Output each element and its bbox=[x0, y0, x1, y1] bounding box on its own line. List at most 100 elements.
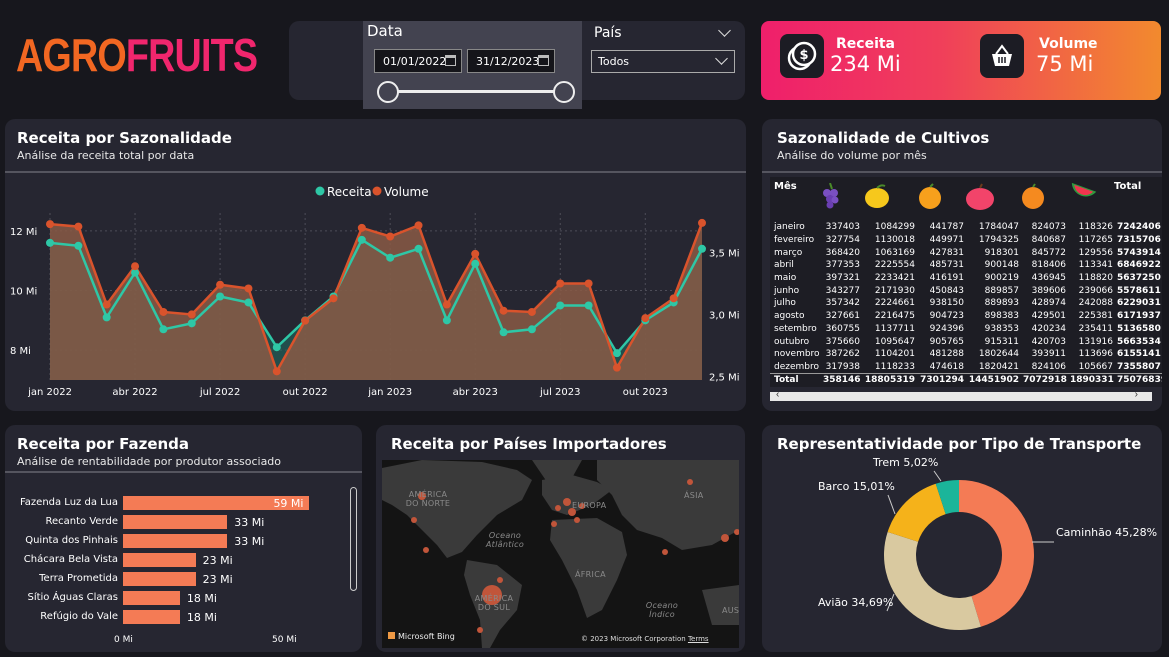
date-start-input[interactable]: 01/01/2022 bbox=[374, 49, 462, 73]
receita-point bbox=[612, 349, 621, 358]
value-cell: 420234 bbox=[1031, 323, 1066, 334]
volume-point bbox=[556, 279, 565, 288]
table-row: setembro 360755 1137711 924396 938353 420234 2… bbox=[770, 323, 1162, 336]
revenue-line-chart[interactable]: Receita Volume 12 Mi 10 Mi 8 Mi 3,5 Mi 3,0 Mi 2… bbox=[5, 173, 746, 413]
month-cell: julho bbox=[774, 298, 796, 309]
map-bubble bbox=[497, 577, 503, 583]
value-cell: 449971 bbox=[929, 235, 964, 246]
table-row: janeiro 337403 1084299 441787 1784047 824073 1… bbox=[770, 221, 1162, 234]
farm-bar[interactable] bbox=[123, 572, 196, 586]
scroll-right-icon[interactable]: › bbox=[1134, 389, 1138, 400]
table-row: novembro 387262 1104201 481288 1802644 393911… bbox=[770, 348, 1162, 361]
value-cell: 317938 bbox=[825, 361, 860, 372]
receita-point bbox=[386, 253, 395, 262]
map-bubble bbox=[574, 517, 580, 523]
date-slider-track[interactable] bbox=[388, 90, 564, 93]
volume-point bbox=[698, 218, 706, 227]
map-label-australia: AUST bbox=[722, 606, 739, 615]
farm-bar[interactable] bbox=[123, 515, 228, 529]
x-tick-label: out 2023 bbox=[623, 387, 668, 398]
value-cell: 2216475 bbox=[874, 311, 915, 322]
x-tick-label: abr 2022 bbox=[112, 387, 157, 398]
value-cell: 368420 bbox=[825, 247, 860, 258]
x-tick-label: out 2022 bbox=[283, 387, 328, 398]
scroll-left-icon[interactable]: ‹ bbox=[776, 389, 780, 400]
season-table-header: Mês Total bbox=[770, 177, 1162, 219]
farm-bar[interactable] bbox=[123, 553, 196, 567]
value-cell: 131916 bbox=[1078, 336, 1113, 347]
header-month[interactable]: Mês bbox=[774, 181, 797, 192]
value-cell: 5136580 bbox=[1117, 323, 1161, 334]
kpi-volume-label: Volume bbox=[1039, 36, 1098, 52]
value-cell: 428974 bbox=[1031, 298, 1066, 309]
map-bubble bbox=[721, 534, 729, 542]
table-horizontal-scrollbar[interactable]: ‹ › bbox=[770, 389, 1152, 401]
value-cell: 889857 bbox=[984, 285, 1019, 296]
bar-value-label: 23 Mi bbox=[202, 573, 233, 586]
seasonality-revenue-card: Receita por Sazonalidade Análise da rece… bbox=[5, 119, 746, 411]
value-cell: 2224661 bbox=[874, 298, 915, 309]
value-cell: 818406 bbox=[1031, 260, 1066, 271]
receita-point bbox=[272, 343, 281, 352]
world-map[interactable]: AMÉRICA DO NORTE EUROPA ÁSIA ÁFRICA AMÉR… bbox=[382, 460, 739, 648]
table-row: julho 357342 2224661 938150 889893 428974 2420… bbox=[770, 297, 1162, 310]
volume-area bbox=[50, 222, 702, 380]
donut-leader-line bbox=[887, 494, 896, 515]
volume-point bbox=[216, 280, 225, 289]
calendar-icon[interactable] bbox=[445, 55, 456, 66]
date-slider-handle-start[interactable] bbox=[377, 81, 399, 103]
value-cell: 2171930 bbox=[874, 285, 915, 296]
month-cell: Total bbox=[770, 372, 821, 386]
europe-land bbox=[542, 475, 612, 515]
legend-marker-receita bbox=[315, 186, 325, 196]
receita-point bbox=[102, 313, 111, 322]
receita-point bbox=[414, 244, 423, 253]
farm-bar-chart[interactable]: Fazenda Luz da Lua 59 Mi Recanto Verde 33 M… bbox=[5, 485, 362, 652]
transport-donut-chart[interactable]: Caminhão 45,28% Avião 34,69% Barco 15,01% T… bbox=[762, 425, 1162, 652]
calendar-icon[interactable] bbox=[538, 55, 549, 66]
receita-point bbox=[499, 328, 508, 337]
value-cell: 7355807 bbox=[1117, 361, 1161, 372]
country-select[interactable]: Todos bbox=[591, 50, 735, 73]
date-slider-handle-end[interactable] bbox=[553, 81, 575, 103]
value-cell: 239066 bbox=[1078, 285, 1113, 296]
season-table: janeiro 337403 1084299 441787 1784047 824073 1… bbox=[770, 221, 1162, 386]
value-cell: 5637250 bbox=[1117, 273, 1161, 284]
legend-label: Receita bbox=[327, 185, 372, 199]
bar-chart-scrollbar[interactable] bbox=[350, 487, 357, 591]
receita-point bbox=[584, 301, 593, 310]
money-icon: $ bbox=[780, 34, 824, 78]
value-cell: 5743914 bbox=[1117, 247, 1161, 258]
value-cell: 117265 bbox=[1078, 235, 1113, 246]
terms-link[interactable]: Terms bbox=[687, 635, 709, 643]
value-cell: 1104201 bbox=[874, 349, 915, 360]
map-bubble bbox=[423, 547, 429, 553]
donut-slice-label: Barco 15,01% bbox=[818, 480, 895, 493]
value-cell: 898383 bbox=[984, 311, 1019, 322]
date-end-input[interactable]: 31/12/2023 bbox=[467, 49, 555, 73]
receita-point bbox=[187, 319, 196, 328]
bar-value-label: 18 Mi bbox=[186, 611, 217, 624]
farm-bar[interactable] bbox=[123, 534, 228, 548]
farm-bar[interactable] bbox=[123, 591, 180, 605]
x-tick-label: jan 2022 bbox=[27, 387, 72, 398]
x-tick-label: jan 2023 bbox=[367, 387, 412, 398]
country-slicer-label: País bbox=[594, 25, 622, 41]
x-tick-label: abr 2023 bbox=[453, 387, 498, 398]
value-cell: 393911 bbox=[1031, 349, 1066, 360]
map-bubble bbox=[579, 503, 585, 509]
legend-label: Volume bbox=[384, 185, 429, 199]
agrofruits-logo: AGROFRUITS bbox=[16, 29, 258, 81]
volume-point bbox=[442, 300, 451, 309]
season-table-body: janeiro 337403 1084299 441787 1784047 824073 1… bbox=[770, 221, 1162, 387]
header-total[interactable]: Total bbox=[1114, 181, 1142, 192]
card-title: Receita por Fazenda bbox=[17, 435, 190, 453]
value-cell: 389606 bbox=[1031, 285, 1066, 296]
date-slicer: Data 01/01/2022 31/12/2023 bbox=[363, 21, 582, 109]
farm-bar[interactable] bbox=[123, 496, 310, 510]
card-title: Receita por Países Importadores bbox=[391, 435, 667, 453]
value-cell: 6229031 bbox=[1117, 298, 1161, 309]
volume-point bbox=[527, 307, 536, 316]
farm-bar[interactable] bbox=[123, 610, 180, 624]
value-cell: 18805319 bbox=[862, 372, 917, 386]
